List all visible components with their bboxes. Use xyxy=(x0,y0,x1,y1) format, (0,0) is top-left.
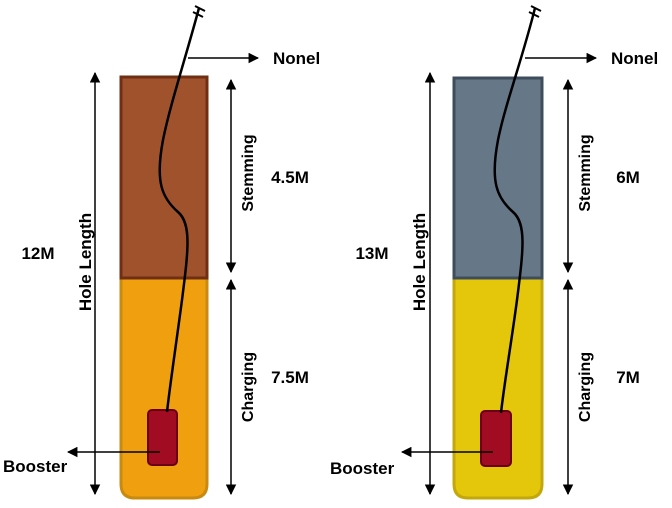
detonator-tick-icon-2 xyxy=(528,5,542,18)
charging-column-1 xyxy=(119,276,209,500)
blast-hole-2: Hole Length 13M Stemming 6M Charging 7M … xyxy=(330,5,658,500)
hole-length-label-1: Hole Length xyxy=(76,213,95,311)
nonel-label-1: Nonel xyxy=(273,49,320,68)
nonel-wire-2 xyxy=(493,7,537,414)
stemming-value-1: 4.5M xyxy=(271,168,309,187)
charging-value-2: 7M xyxy=(616,368,640,387)
stemming-label-2: Stemming xyxy=(577,134,594,211)
detonator-tick-icon-1 xyxy=(192,5,206,18)
nonel-label-2: Nonel xyxy=(611,49,658,68)
charging-label-1: Charging xyxy=(240,352,257,422)
hole-length-value-1: 12M xyxy=(21,244,54,263)
stemming-label-1: Stemming xyxy=(240,134,257,211)
booster-label-1: Booster xyxy=(3,457,68,476)
stemming-column-2 xyxy=(452,76,544,280)
charging-label-2: Charging xyxy=(577,352,594,422)
blast-hole-1: Hole Length 12M Stemming 4.5M Charging 7… xyxy=(3,5,320,500)
booster-label-2: Booster xyxy=(330,459,395,478)
stemming-value-2: 6M xyxy=(616,168,640,187)
nonel-wire-1 xyxy=(158,7,201,413)
hole-length-value-2: 13M xyxy=(355,244,388,263)
stemming-column-1 xyxy=(119,75,209,280)
booster-1 xyxy=(147,409,178,466)
charging-value-1: 7.5M xyxy=(271,368,309,387)
booster-2 xyxy=(480,410,512,467)
hole-length-label-2: Hole Length xyxy=(410,213,429,311)
charging-column-2 xyxy=(452,276,544,500)
